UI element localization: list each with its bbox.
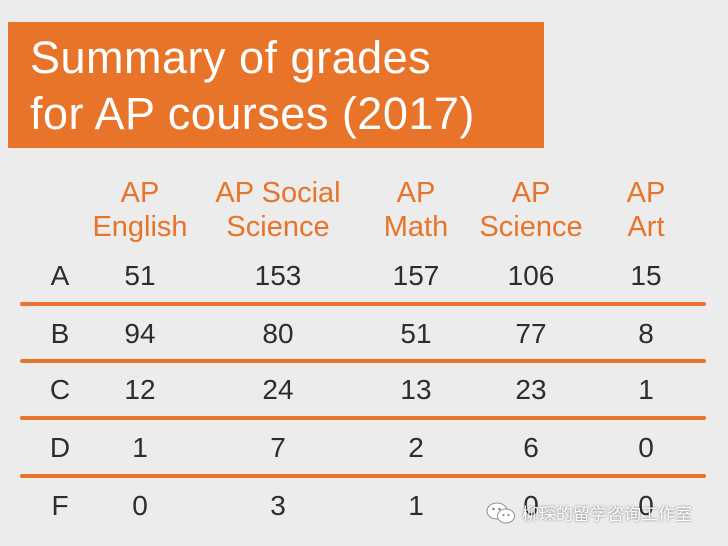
table-cell: 1 (638, 374, 654, 405)
column-header-line-2: English (92, 211, 188, 243)
column-header-line-1: AP (120, 177, 160, 209)
table-cell: 2 (408, 432, 424, 463)
table-cell: 94 (124, 318, 156, 349)
table-cell: 1 (132, 432, 148, 463)
table-cell: 157 (392, 260, 440, 291)
column-header: AP English (70, 176, 210, 244)
title-line-1: Summary of grades (30, 32, 432, 83)
table-cell: 77 (515, 318, 547, 349)
table-cell: 12 (124, 374, 156, 405)
table-cell: 51 (400, 318, 432, 349)
column-header-line-1: AP (511, 177, 551, 209)
table-cell: 153 (254, 260, 302, 291)
row-grade-label: B (50, 318, 70, 349)
column-header-line-2: Science (226, 211, 330, 243)
table-cell: 0 (638, 490, 654, 521)
watermark-text: 柳琛的留学咨询工作室 (522, 505, 692, 524)
column-header-line-1: AP (396, 177, 436, 209)
column-header-line-1: AP Social (215, 177, 341, 209)
title-banner: Summary of grades for AP courses (2017) (8, 22, 544, 148)
column-header-line-2: Math (383, 211, 449, 243)
watermark: 柳琛的留学咨询工作室 (486, 500, 692, 525)
table-cell: 3 (270, 490, 286, 521)
row-divider (20, 359, 706, 363)
row-grade-label: A (50, 260, 70, 291)
table-cell: 1 (408, 490, 424, 521)
table-cell: 24 (262, 374, 294, 405)
table-cell: 15 (630, 260, 662, 291)
table-cell: 13 (400, 374, 432, 405)
table-cell: 0 (132, 490, 148, 521)
row-grade-label: D (49, 432, 71, 463)
row-grade-label: F (51, 490, 69, 521)
column-header: AP Math (361, 176, 471, 244)
row-divider (20, 474, 706, 478)
table-cell: 23 (515, 374, 547, 405)
table-cell: 6 (523, 432, 539, 463)
column-header-line-2: Art (627, 211, 665, 243)
column-header-line-2: Science (479, 211, 583, 243)
table-cell: 7 (270, 432, 286, 463)
column-header: AP Social Science (198, 176, 358, 244)
column-header: AP Science (466, 176, 596, 244)
table-cell: 51 (124, 260, 156, 291)
table-cell: 8 (638, 318, 654, 349)
wechat-icon (486, 502, 515, 523)
table-cell: 80 (262, 318, 294, 349)
column-header: AP Art (596, 176, 696, 244)
row-grade-label: C (49, 374, 71, 405)
title-line-2: for AP courses (2017) (30, 88, 475, 139)
column-header-line-1: AP (626, 177, 666, 209)
row-divider (20, 302, 706, 306)
table-cell: 0 (638, 432, 654, 463)
table-cell: 106 (507, 260, 555, 291)
row-divider (20, 416, 706, 420)
table-cell: 0 (523, 490, 539, 521)
